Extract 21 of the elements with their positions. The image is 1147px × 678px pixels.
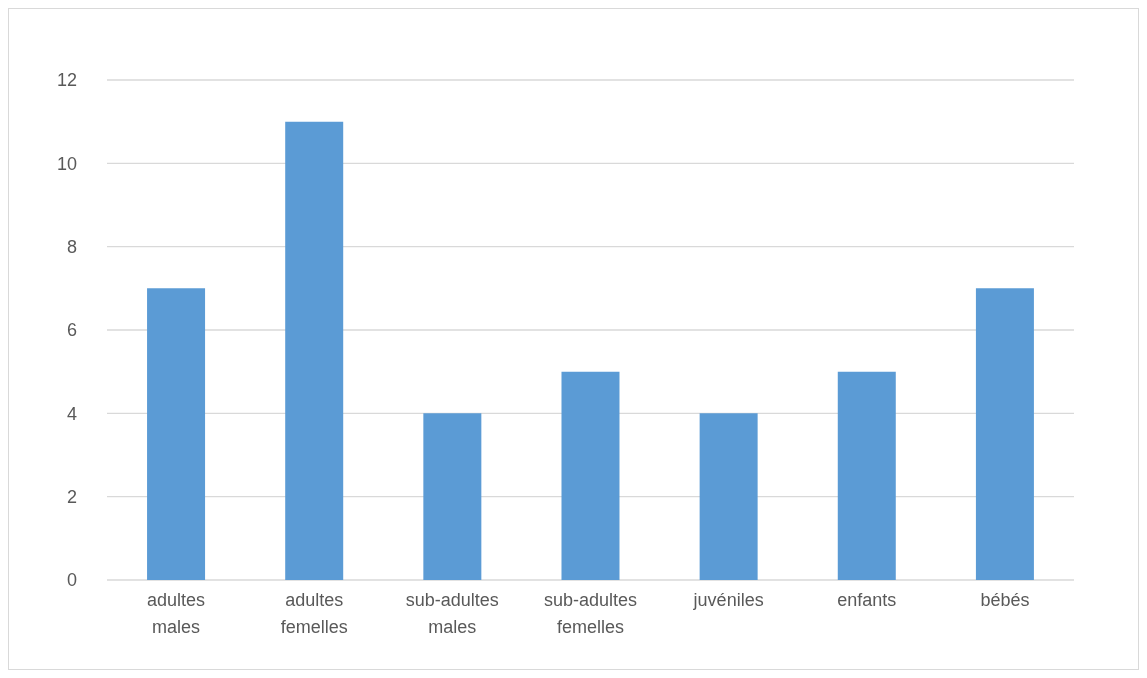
bar xyxy=(975,288,1034,580)
x-tick-label: adultes femelles xyxy=(280,590,348,637)
y-tick-label: 8 xyxy=(66,237,77,258)
x-tick-label: sub-adultes femelles xyxy=(543,590,638,637)
x-tick-label: sub-adultes males xyxy=(405,590,499,637)
y-tick-label: 0 xyxy=(66,570,77,591)
bar xyxy=(699,413,758,580)
y-tick-label: 10 xyxy=(56,153,77,174)
bar xyxy=(423,413,482,580)
x-tick-label: adultes males xyxy=(147,590,206,637)
y-tick-label: 12 xyxy=(56,70,77,91)
bar xyxy=(561,371,620,580)
x-tick-label: juvéniles xyxy=(692,590,764,610)
bar xyxy=(285,121,344,580)
y-tick-label: 4 xyxy=(66,403,77,424)
x-tick-label: bébés xyxy=(980,590,1030,610)
x-tick-label: enfants xyxy=(837,590,897,610)
bar xyxy=(147,288,206,580)
y-tick-label: 2 xyxy=(66,487,77,508)
y-tick-label: 6 xyxy=(66,320,77,341)
bar xyxy=(837,371,896,580)
